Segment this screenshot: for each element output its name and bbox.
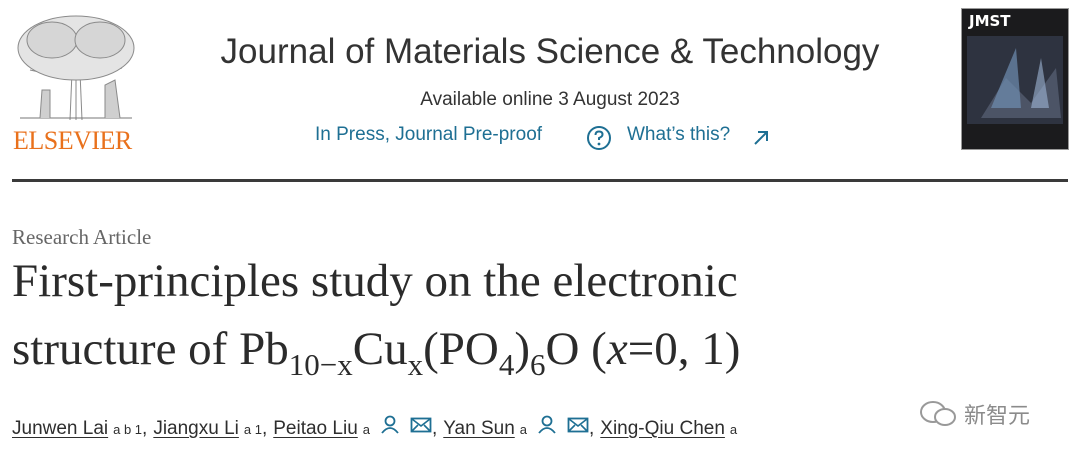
- author-name[interactable]: Junwen Lai: [12, 418, 109, 439]
- article-status: In Press, Journal Pre-proof: [315, 124, 543, 145]
- journal-title[interactable]: Journal of Materials Science & Technolog…: [220, 32, 880, 71]
- author-name[interactable]: Peitao Liu: [273, 418, 358, 439]
- title-part: First-principles study on the electronic: [12, 255, 738, 307]
- author-separator: ,: [261, 418, 268, 439]
- title-part: x: [606, 323, 628, 375]
- author-separator: ,: [589, 418, 595, 439]
- author-affiliation: a: [519, 422, 527, 437]
- external-link-icon[interactable]: [752, 129, 770, 147]
- header-rule: [12, 179, 1068, 182]
- help-link[interactable]: What’s this?: [627, 124, 731, 145]
- author-affiliation: a 1: [243, 422, 262, 437]
- author-list: Junwen Lai a b 1, Jiangxu Li a 1, Peitao Liu…: [12, 414, 737, 440]
- title-part: =0, 1): [627, 323, 741, 375]
- journal-cover[interactable]: JMST: [961, 8, 1069, 150]
- elsevier-logo: [17, 15, 135, 121]
- author-name[interactable]: Jiangxu Li: [153, 418, 239, 439]
- author-separator: ,: [432, 418, 438, 439]
- watermark-icon: [920, 401, 956, 426]
- author-icon[interactable]: [537, 414, 557, 434]
- author-affiliation: a: [729, 422, 738, 437]
- author-affiliation: a: [362, 422, 370, 437]
- watermark: 新智元: [918, 398, 1030, 430]
- watermark-text: 新智元: [964, 404, 1031, 429]
- email-icon[interactable]: [567, 416, 589, 434]
- title-part: 4: [498, 347, 515, 382]
- cover-title: JMST: [968, 12, 1011, 30]
- author-icon[interactable]: [380, 414, 400, 434]
- title-part: (PO: [423, 323, 499, 375]
- title-part: Cu: [352, 323, 408, 375]
- author-name[interactable]: Yan Sun: [443, 418, 515, 439]
- author-name[interactable]: Xing-Qiu Chen: [600, 418, 725, 439]
- help-icon[interactable]: [586, 125, 612, 151]
- publisher-name: ELSEVIER: [13, 126, 132, 155]
- title-part: O (: [545, 323, 607, 375]
- title-part: 10−x: [288, 347, 353, 382]
- article-type: Research Article: [12, 225, 152, 249]
- email-icon[interactable]: [410, 416, 432, 434]
- title-line: structure of Pb10−xCux(PO4)6O (x=0, 1): [12, 322, 740, 383]
- title-part: structure of Pb: [12, 323, 289, 375]
- author-separator: ,: [142, 418, 148, 439]
- title-part: 6: [529, 347, 546, 382]
- title-part: ): [514, 323, 530, 375]
- title-part: x: [407, 347, 424, 382]
- title-line: First-principles study on the electronic: [12, 254, 738, 308]
- author-affiliation: a b 1: [113, 422, 143, 437]
- available-date: Available online 3 August 2023: [420, 89, 680, 110]
